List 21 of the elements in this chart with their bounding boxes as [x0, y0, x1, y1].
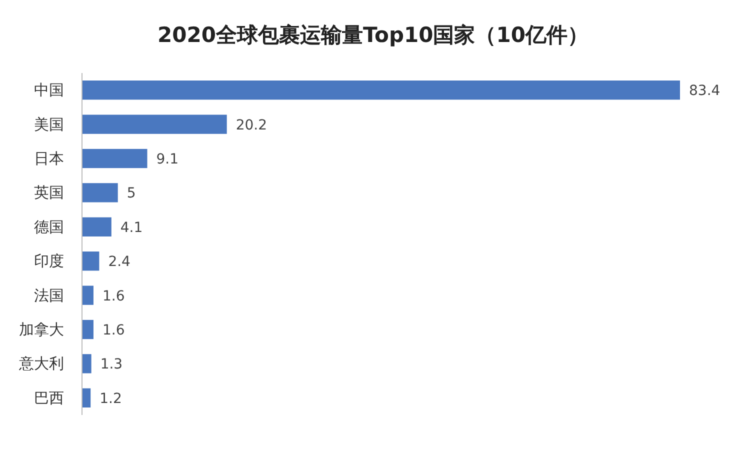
category-label: 中国 — [34, 81, 64, 100]
data-label: 1.6 — [102, 322, 125, 338]
data-label: 5 — [126, 186, 136, 202]
data-label: 1.3 — [100, 356, 123, 373]
category-label: 德国 — [34, 218, 64, 236]
data-label: 83.4 — [689, 83, 720, 100]
data-label: 1.2 — [100, 390, 122, 407]
category-label: 日本 — [34, 150, 64, 168]
title: 2020全球包裹运输量Top10国家（10亿件） — [158, 23, 588, 47]
category-label: 英国 — [34, 184, 64, 202]
category-label: 美国 — [34, 115, 64, 134]
category-label: 巴西 — [34, 388, 64, 407]
category-label: 意大利 — [19, 354, 64, 373]
category-label: 印度 — [34, 252, 64, 270]
data-label: 20.2 — [236, 117, 267, 134]
data-label: 9.1 — [156, 152, 179, 168]
category-label: 法国 — [34, 286, 64, 304]
category-label: 加拿大 — [19, 320, 64, 338]
data-label: 2.4 — [108, 254, 130, 270]
data-label: 4.1 — [120, 220, 143, 236]
data-label: 1.6 — [102, 288, 125, 304]
